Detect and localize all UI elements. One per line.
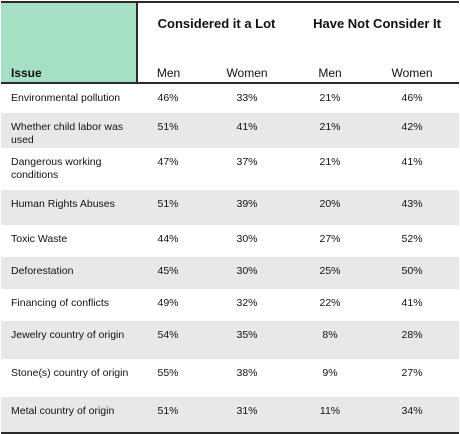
value-cell: 47% bbox=[157, 156, 179, 168]
sub-header-women-2: Women bbox=[365, 43, 460, 84]
value-cell: 27% bbox=[401, 367, 423, 379]
sub-header-row: Issue Men Women Men Women bbox=[1, 43, 460, 84]
issue-cell: Metal country of origin bbox=[1, 397, 137, 434]
group-header-not-considered: Have Not Consider It bbox=[295, 1, 460, 43]
value-cell: 50% bbox=[365, 257, 460, 289]
value-cell: 21% bbox=[295, 113, 366, 148]
value-cell: 8% bbox=[295, 321, 366, 359]
value-cell: 35% bbox=[199, 321, 296, 359]
value-cell: 25% bbox=[295, 257, 366, 289]
value-cell: 20% bbox=[295, 190, 366, 225]
group-header-considered: Considered it a Lot bbox=[135, 1, 296, 43]
table-row: Deforestation 45% 30% 25% 50% bbox=[1, 257, 460, 289]
issue-cell: Human Rights Abuses bbox=[1, 190, 137, 225]
issue-cell: Whether child labor was used bbox=[1, 113, 137, 148]
value-cell: 46% bbox=[157, 92, 179, 104]
value-cell: 27% bbox=[319, 233, 341, 245]
issue-cell: Financing of conflicts bbox=[11, 297, 110, 309]
value-cell: 45% bbox=[137, 257, 199, 289]
group-header-row: Considered it a Lot Have Not Consider It bbox=[1, 1, 460, 43]
table-row: Whether child labor was used 51% 41% 21%… bbox=[1, 113, 460, 148]
value-cell: 51% bbox=[137, 113, 199, 148]
issue-cell: Toxic Waste bbox=[11, 233, 68, 245]
value-cell: 31% bbox=[199, 397, 296, 434]
issue-header: Issue bbox=[1, 43, 137, 84]
value-cell: 33% bbox=[236, 92, 258, 104]
value-cell: 42% bbox=[365, 113, 460, 148]
value-cell: 37% bbox=[236, 156, 258, 168]
issue-cell: Jewelry country of origin bbox=[1, 321, 137, 359]
value-cell: 21% bbox=[319, 92, 341, 104]
value-cell: 52% bbox=[401, 233, 423, 245]
value-cell: 41% bbox=[401, 297, 423, 309]
value-cell: 51% bbox=[137, 190, 199, 225]
value-cell: 11% bbox=[295, 397, 366, 434]
value-cell: 41% bbox=[199, 113, 296, 148]
sub-header-men-1: Men bbox=[136, 43, 199, 84]
value-cell: 30% bbox=[236, 233, 258, 245]
value-cell: 54% bbox=[137, 321, 199, 359]
value-cell: 22% bbox=[319, 297, 341, 309]
value-cell: 38% bbox=[236, 367, 258, 379]
value-cell: 32% bbox=[236, 297, 258, 309]
value-cell: 44% bbox=[157, 233, 179, 245]
value-cell: 55% bbox=[157, 367, 179, 379]
value-cell: 51% bbox=[137, 397, 199, 434]
table-row: Jewelry country of origin 54% 35% 8% 28% bbox=[1, 321, 460, 359]
sub-header-men-2: Men bbox=[295, 43, 366, 84]
issue-cell: Deforestation bbox=[1, 257, 137, 289]
value-cell: 41% bbox=[401, 156, 423, 168]
value-cell: 28% bbox=[365, 321, 460, 359]
value-cell: 9% bbox=[322, 367, 338, 379]
issue-header-spacer bbox=[1, 1, 137, 43]
issue-cell: Environmental pollution bbox=[11, 92, 121, 104]
issue-cell: Dangerous working conditions bbox=[11, 156, 102, 181]
value-cell: 34% bbox=[365, 397, 460, 434]
value-cell: 49% bbox=[157, 297, 179, 309]
table-row: Stone(s) country of origin 55% 38% 9% 27… bbox=[1, 359, 459, 397]
table-row: Human Rights Abuses 51% 39% 20% 43% bbox=[1, 190, 460, 225]
value-cell: 43% bbox=[365, 190, 460, 225]
issue-cell: Stone(s) country of origin bbox=[11, 367, 129, 379]
table-row: Dangerous working conditions 47% 37% 21%… bbox=[1, 148, 459, 190]
table-row: Toxic Waste 44% 30% 27% 52% bbox=[1, 225, 459, 257]
table-row: Financing of conflicts 49% 32% 22% 41% bbox=[1, 289, 459, 321]
value-cell: 39% bbox=[199, 190, 296, 225]
table-row: Environmental pollution 46% 33% 21% 46% bbox=[1, 83, 459, 113]
sub-header-women-1: Women bbox=[199, 43, 296, 84]
value-cell: 21% bbox=[319, 156, 341, 168]
value-cell: 30% bbox=[199, 257, 296, 289]
table-row: Metal country of origin 51% 31% 11% 34% bbox=[1, 397, 460, 434]
value-cell: 46% bbox=[401, 92, 423, 104]
